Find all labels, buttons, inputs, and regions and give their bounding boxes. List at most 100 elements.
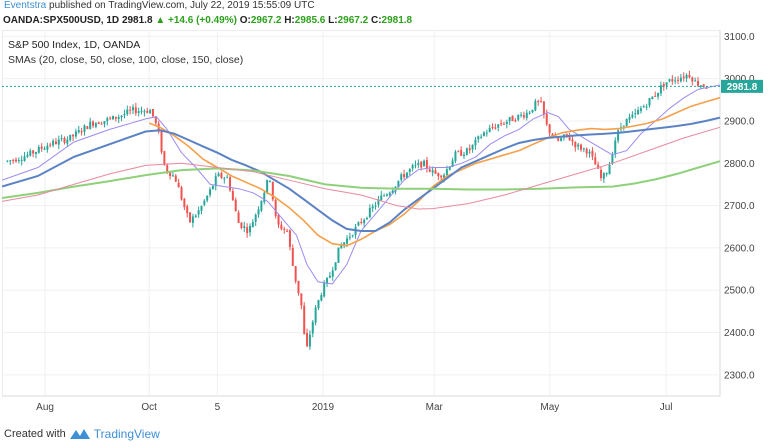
candle-body — [257, 209, 260, 215]
candle-body — [63, 137, 66, 143]
candle-body — [191, 216, 194, 224]
candle-body — [634, 113, 637, 115]
candle-body — [6, 160, 9, 162]
last-price-tag — [721, 79, 763, 93]
candle-body — [260, 200, 263, 211]
candle-body — [60, 138, 63, 140]
candle-body — [625, 118, 628, 127]
y-tick-label: 2700.0 — [724, 201, 755, 212]
candle-body — [348, 236, 351, 238]
legend-title: S&P 500 Index, 1D, OANDA — [8, 39, 140, 51]
candle-body — [411, 165, 414, 169]
chart-area[interactable]: 2300.0 2400.0 2500.0 2600.0 2700.0 2800.0 2900… — [1, 29, 766, 426]
candle-body — [54, 141, 57, 145]
candle-body — [528, 112, 531, 114]
candle-body — [89, 121, 92, 129]
candle-body — [545, 113, 548, 125]
candle-body — [582, 148, 585, 150]
candle-body — [391, 190, 394, 194]
low-label: L: — [328, 15, 338, 26]
candle-body — [699, 85, 702, 87]
candle-body — [400, 174, 403, 180]
candle-body — [588, 151, 591, 154]
candle-body — [151, 109, 154, 117]
candle-body — [66, 139, 69, 144]
candle-body — [514, 120, 517, 122]
open-label: O: — [239, 15, 251, 26]
candle-body — [420, 161, 423, 168]
plot-frame — [1, 29, 721, 397]
candle-body — [126, 109, 129, 115]
candle-body — [671, 79, 674, 82]
candle-body — [557, 138, 560, 141]
candle-body — [397, 180, 400, 188]
candle-body — [226, 177, 229, 179]
publish-header: Eventstra published on TradingView.com, … — [0, 0, 768, 14]
candle-body — [351, 235, 354, 237]
candle-body — [360, 221, 363, 223]
candle-body — [209, 189, 212, 195]
candle-body — [448, 166, 451, 170]
candle-body — [480, 136, 483, 138]
candle-body — [611, 154, 614, 164]
x-tick-label: 2019 — [312, 402, 335, 413]
candle-body — [651, 96, 654, 100]
y-tick-label: 2400.0 — [724, 328, 755, 339]
candle-body — [306, 332, 309, 347]
candle-body — [326, 278, 329, 284]
open-value: 2967.2 — [250, 15, 282, 26]
candle-body — [522, 115, 525, 118]
tradingview-brand[interactable]: TradingView — [93, 427, 160, 441]
candle-body — [171, 175, 174, 177]
candle-body — [477, 136, 480, 140]
candle-body — [94, 123, 97, 127]
candle-body — [52, 140, 55, 146]
candle-body — [17, 160, 20, 162]
y-tick-label: 2600.0 — [724, 243, 755, 254]
candle-body — [465, 148, 468, 155]
close-label: C: — [370, 15, 382, 26]
candle-body — [103, 121, 106, 124]
candle-body — [106, 118, 109, 122]
candle-body — [657, 92, 660, 97]
candle-body — [240, 222, 243, 228]
candle-body — [77, 129, 80, 133]
candle-body — [388, 192, 391, 196]
candle-body — [49, 144, 52, 146]
candle-body — [605, 173, 608, 175]
candle-body — [368, 207, 371, 218]
candle-body — [502, 123, 505, 125]
candle-body — [591, 150, 594, 157]
candle-body — [154, 117, 157, 124]
candle-body — [157, 123, 160, 132]
candle-body — [457, 151, 460, 153]
candle-body — [43, 148, 46, 150]
candle-body — [383, 195, 386, 197]
candle-body — [454, 151, 457, 162]
candle-body — [283, 228, 286, 230]
candle-body — [197, 210, 200, 215]
candle-body — [320, 295, 323, 301]
candle-body — [288, 230, 291, 247]
y-tick-label: 2500.0 — [724, 286, 755, 297]
candle-body — [580, 144, 583, 150]
x-tick-label: Aug — [36, 402, 54, 413]
candle-body — [308, 334, 311, 347]
candle-body — [460, 150, 463, 156]
candle-body — [702, 84, 705, 87]
candle-body — [608, 164, 611, 175]
author-link[interactable]: Eventstra — [4, 0, 47, 11]
x-tick-label: Oct — [141, 402, 157, 413]
candle-body — [645, 106, 648, 108]
legend-smas: SMAs (20, close, 50, close, 100, close, … — [8, 54, 243, 66]
price-chart[interactable]: 2300.0 2400.0 2500.0 2600.0 2700.0 2800.0 2900… — [1, 29, 766, 426]
tradingview-logo-icon — [69, 429, 90, 439]
candle-body — [229, 177, 232, 191]
candle-body — [565, 133, 568, 136]
candle-body — [534, 100, 537, 111]
change-value: +14.6 (+0.49%) — [168, 15, 237, 26]
candle-body — [123, 113, 126, 116]
candle-body — [508, 117, 511, 122]
candle-body — [234, 199, 237, 212]
candle-body — [639, 108, 642, 112]
